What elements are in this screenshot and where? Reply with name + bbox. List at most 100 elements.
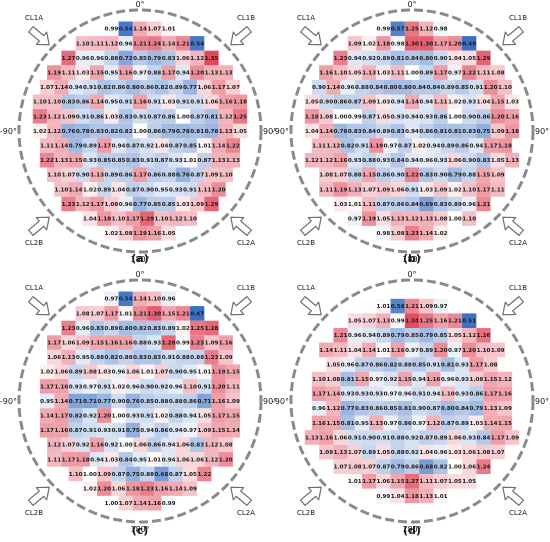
cell-value-label: 1.16 [334,158,348,164]
heatmap-cell [462,474,477,489]
cell-value-label: 0.88 [169,399,183,405]
cell-value-label: 1.10 [33,100,47,106]
heatmap-cell [111,211,126,226]
heatmap-cell [404,50,420,66]
cell-value-label: 0.68 [155,472,169,478]
cell-value-label: 1.00 [112,414,126,420]
heatmap-cell [390,21,405,37]
heatmap-cell [125,79,140,95]
cell-value-label: 0.82 [104,129,118,135]
heatmap-cell [118,94,133,110]
cell-value-label: 1.14 [226,428,240,434]
heatmap-cell [147,109,162,124]
cell-value-label: 0.87 [147,114,161,120]
heatmap-cell [454,371,470,387]
cell-value-label: 0.79 [391,465,405,471]
cell-value-label: 0.86 [155,428,169,434]
heatmap-cell [97,182,112,197]
heatmap-cell [204,123,219,139]
heatmap-cell [68,364,83,380]
heatmap-cell [140,364,155,380]
heatmap-cell [354,371,370,387]
heatmap-cell [97,379,112,394]
cell-value-label: 1.06 [47,355,61,361]
heatmap-panel-d: 1.01 0.58 1.21 1.09 0.971.05 1.07 1.13 0.99 1.34… [272,270,549,537]
cell-value-label: 0.86 [398,421,412,427]
cell-value-label: 0.92 [76,443,90,449]
cell-value-label: 1.03 [162,100,176,106]
cell-value-label: 0.91 [140,158,154,164]
heatmap-cell [447,167,463,183]
heatmap-cell [75,437,90,453]
heatmap-cell [140,182,155,197]
heatmap-cell [433,225,448,241]
heatmap-cell [97,393,112,409]
heatmap-cell [361,50,377,66]
arrow-label-cl1b: CL1B [509,14,527,22]
heatmap-cell [211,422,226,438]
cell-value-label: 0.86 [469,392,483,398]
cell-value-label: 0.87 [112,472,126,478]
heatmap-cell [204,320,219,336]
cell-value-label: 1.06 [334,435,348,441]
heatmap-cell [476,152,491,168]
cell-value-label: 1.06 [376,479,390,485]
heatmap-cell [433,298,448,314]
cell-value-label: 0.94 [405,158,419,164]
heatmap-cell [190,335,205,350]
cell-value-label: 1.16 [147,231,161,237]
cell-value-label: 0.95 [155,187,169,193]
cell-value-label: 1.11 [319,187,333,193]
cell-value-label: 0.88 [362,158,376,164]
heatmap-cell [440,371,455,387]
heatmap-cell [447,94,463,110]
cell-value-label: 1.23 [140,487,154,493]
cell-value-label: 0.79 [147,56,161,62]
heatmap-cell [97,152,112,168]
heatmap-cell [397,79,412,95]
cell-value-label: 1.00 [448,217,462,223]
cell-value-label: 1.13 [219,129,233,135]
cell-value-label: 1.09 [505,435,519,441]
heatmap-cell [118,437,133,453]
heatmap-cell [311,138,327,153]
heatmap-cell [168,182,183,197]
heatmap-cell [369,357,384,372]
heatmap-cell [75,65,90,80]
heatmap-cell [104,109,119,124]
cell-value-label: 0.54 [119,27,133,33]
cell-value-label: 1.12 [47,443,61,449]
heatmap-cell [147,225,162,241]
heatmap-cell [311,371,327,387]
heatmap-cell [390,196,405,212]
cell-value-label: 0.80 [398,85,412,91]
heatmap-cell [111,182,126,197]
heatmap-cell [197,364,212,380]
heatmap-cell [54,422,69,438]
heatmap-cell [476,459,491,474]
heatmap-cell [140,408,155,423]
heatmap-cell [397,371,412,387]
cell-value-label: 1.14 [90,100,104,106]
heatmap-cell [447,474,463,489]
cell-value-label: 0.97 [434,304,448,310]
cell-value-label: 1.11 [62,71,76,77]
heatmap-cell [419,211,434,226]
heatmap-cell [419,182,434,197]
heatmap-cell [132,335,148,350]
heatmap-cell [497,401,513,416]
heatmap-cell [390,182,405,197]
cell-value-label: 0.80 [441,406,455,412]
heatmap-cell [168,466,183,482]
heatmap-cell [412,79,427,95]
heatmap-panel-c: 0.97 0.54 1.14 1.10 0.961.08 1.07 1.17 1.01 1.21… [0,270,277,537]
heatmap-cell [383,401,398,416]
heatmap-cell [54,182,69,197]
heatmap-cell [132,36,148,51]
cell-value-label: 0.97 [448,348,462,354]
cell-value-label: 1.17 [62,457,76,463]
heatmap-cell [132,320,148,336]
cell-value-label: 0.91 [176,100,190,106]
heatmap-cell [132,50,148,66]
cell-value-label: 1.03 [176,202,190,208]
